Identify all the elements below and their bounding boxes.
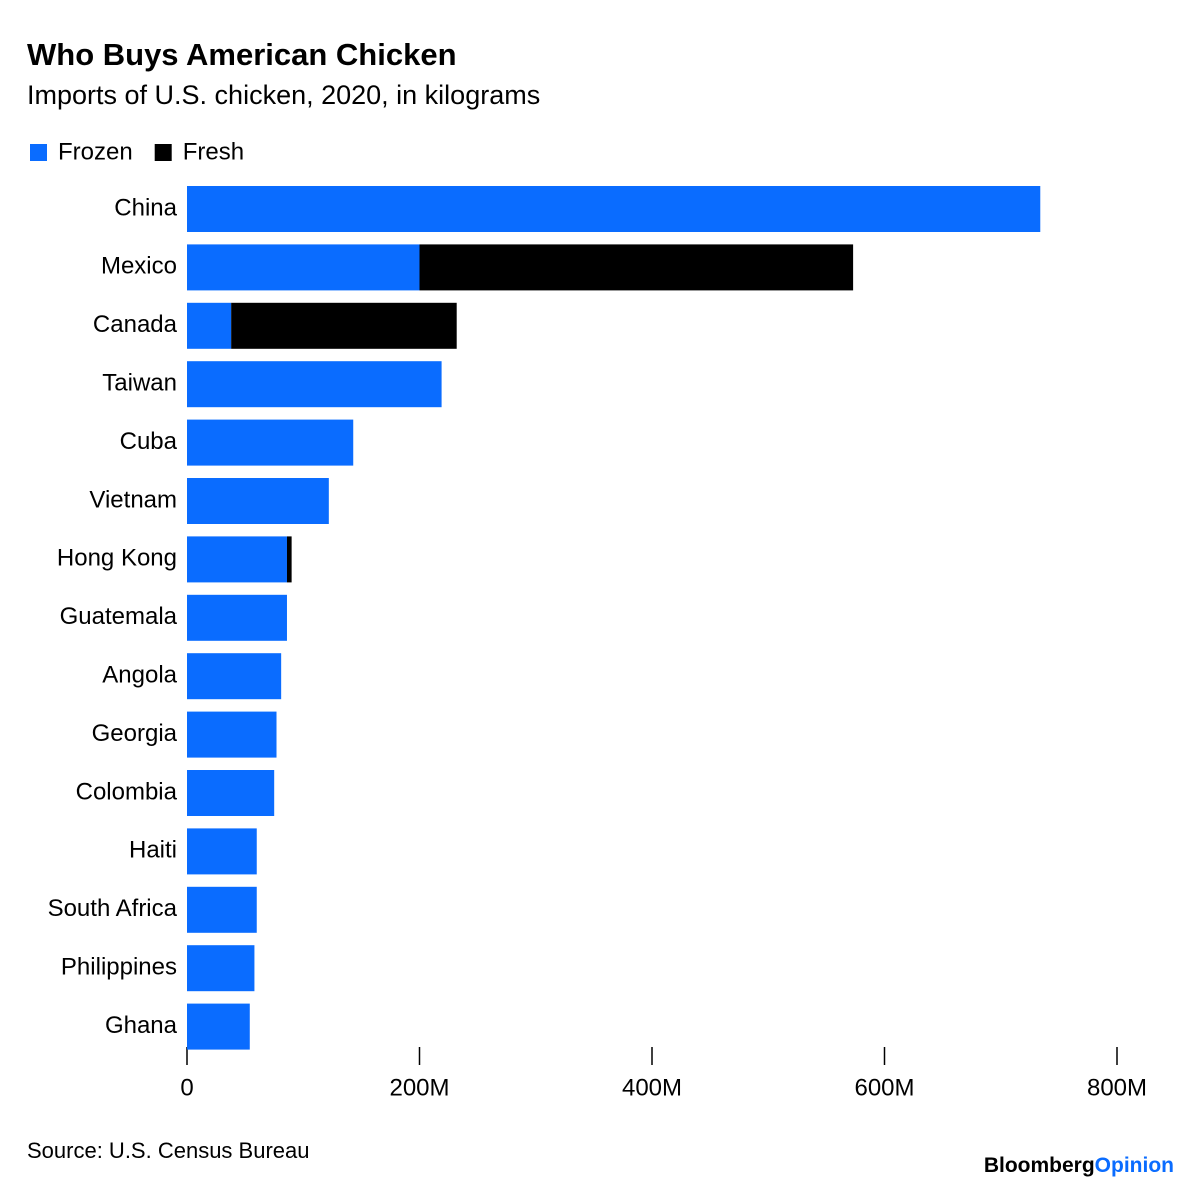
bar — [187, 302, 232, 349]
bar — [187, 770, 275, 816]
bar — [231, 302, 457, 349]
bar — [187, 478, 329, 524]
y-tick-label: Cuba — [120, 428, 178, 455]
y-tick-label: Mexico — [101, 253, 177, 280]
bar — [286, 536, 292, 583]
chart-subtitle: Imports of U.S. chicken, 2020, in kilogr… — [27, 80, 540, 110]
x-tick-label: 0 — [180, 1074, 193, 1101]
legend-label: Fresh — [183, 138, 244, 165]
bar — [187, 186, 1041, 232]
y-tick-label: Angola — [102, 662, 177, 689]
y-tick-label: Hong Kong — [57, 545, 177, 572]
bar — [187, 594, 287, 641]
y-tick-label: Taiwan — [102, 370, 177, 397]
bar — [187, 886, 257, 933]
y-tick-label: Canada — [93, 311, 178, 338]
x-tick-label: 200M — [389, 1074, 449, 1101]
bar — [187, 653, 282, 700]
bar — [187, 828, 257, 875]
legend-swatch — [30, 144, 47, 161]
logo-brand: Bloomberg — [984, 1154, 1095, 1177]
logo-product: Opinion — [1095, 1154, 1174, 1177]
bar — [187, 945, 255, 992]
y-tick-label: Georgia — [92, 720, 178, 747]
chart-title: Who Buys American Chicken — [27, 37, 457, 72]
bar — [187, 711, 277, 758]
x-tick-label: 400M — [622, 1074, 682, 1101]
y-tick-label: Guatemala — [60, 603, 178, 630]
logo: BloombergOpinion — [984, 1154, 1174, 1177]
bar — [187, 361, 442, 408]
y-tick-label: Vietnam — [89, 486, 177, 513]
x-tick-label: 600M — [854, 1074, 914, 1101]
legend-swatch — [154, 144, 172, 161]
y-tick-label: Colombia — [76, 778, 178, 805]
x-tick-label: 800M — [1087, 1074, 1147, 1101]
bar — [187, 1003, 250, 1050]
source: Source: U.S. Census Bureau — [27, 1138, 309, 1163]
bar — [187, 536, 287, 583]
bar — [419, 244, 854, 291]
y-tick-label: South Africa — [48, 895, 178, 922]
bar — [187, 244, 420, 291]
y-tick-label: Ghana — [105, 1012, 178, 1039]
bar — [187, 419, 354, 466]
y-tick-label: China — [114, 194, 177, 221]
legend-label: Frozen — [58, 138, 133, 165]
y-tick-label: Philippines — [61, 954, 177, 981]
y-tick-label: Haiti — [129, 837, 177, 864]
